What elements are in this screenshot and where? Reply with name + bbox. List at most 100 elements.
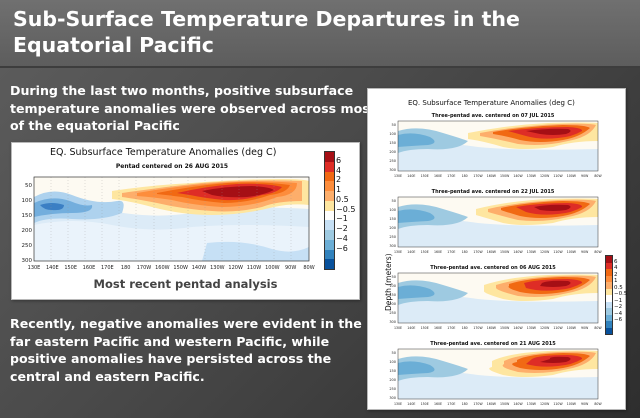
pentad-x-tick-label: 150E — [421, 402, 429, 406]
colorbar-swatch — [606, 288, 612, 295]
pentad-anomaly-section: 50 100 150 200 250 300 130E 140E 150E 160E 170E 180… — [389, 272, 602, 330]
colorbar-label: −4 — [336, 233, 348, 243]
colorbar-label: −4 — [614, 310, 623, 317]
pentad-x-tick-label: 100W — [567, 402, 577, 406]
pentad-x-tick-label: 170E — [447, 174, 455, 178]
pentad-x-tick-label: 160E — [434, 250, 442, 254]
pentad-y-tick-label: 200 — [389, 226, 396, 230]
main-plot-title: EQ. Subsurface Temperature Anomalies (de… — [50, 147, 277, 158]
colorbar-swatch — [606, 269, 612, 276]
pentad-x-tick-label: 80W — [594, 250, 602, 254]
colorbar-label: −6 — [614, 317, 623, 323]
pentad-y-tick-label: 200 — [389, 150, 396, 154]
pentad-anomaly-section: 50 100 150 200 250 300 130E 140E 150E 160E 170E 180… — [389, 348, 602, 406]
main-y-tick-label: 150 — [22, 213, 33, 219]
colorbar-label: −6 — [336, 243, 348, 253]
pentad-x-tick-label: 90W — [581, 402, 589, 406]
colorbar-swatch — [325, 152, 334, 162]
colorbar-label: 4 — [614, 265, 618, 271]
pentad-x-tick-label: 150E — [421, 174, 429, 178]
colorbar-label: 6 — [614, 258, 618, 265]
main-plot-card: EQ. Subsurface Temperature Anomalies (de… — [11, 142, 360, 300]
slide-title: Sub-Surface Temperature Departures in th… — [13, 7, 520, 57]
pentad-x-tick-label: 160W — [487, 174, 497, 178]
main-x-tick-label: 150E — [64, 265, 77, 271]
pentad-x-tick-label: 120W — [540, 402, 550, 406]
pentad-x-tick-label: 140E — [407, 326, 415, 330]
main-x-tick-label: 160E — [83, 265, 96, 271]
colorbar-swatch — [606, 327, 612, 334]
main-plot-caption: Most recent pentad analysis — [93, 277, 278, 291]
colorbar-label: 1 — [336, 185, 342, 194]
pentad-x-tick-label: 80W — [594, 326, 602, 330]
pentad-x-tick-label: 150E — [421, 250, 429, 254]
main-x-tick-label: 150W — [173, 265, 188, 271]
main-x-tick-label: 120W — [228, 265, 243, 271]
side-colorbar — [605, 255, 613, 335]
colorbar-swatch — [325, 249, 334, 260]
pentad-x-tick-label: 150W — [500, 402, 510, 406]
pentad-x-tick-label: 170E — [447, 326, 455, 330]
pentad-x-tick-label: 170E — [447, 250, 455, 254]
colorbar-swatch — [606, 321, 612, 328]
pentad-x-tick-label: 170W — [473, 250, 483, 254]
pentad-x-tick-label: 140E — [407, 174, 415, 178]
pentad-y-tick-label: 150 — [389, 369, 396, 373]
colorbar-label: −2 — [336, 224, 348, 233]
main-x-tick-label: 170W — [137, 265, 152, 271]
pentad-x-tick-label: 170W — [473, 326, 483, 330]
colorbar-swatch — [325, 210, 334, 221]
main-x-tick-label: 90W — [285, 265, 296, 271]
main-x-tick-label: 130W — [210, 265, 225, 271]
pentad-x-tick-label: 80W — [594, 402, 602, 406]
colorbar-swatch — [325, 181, 334, 191]
pentad-x-tick-label: 90W — [581, 250, 589, 254]
pentad-x-tick-label: 90W — [581, 326, 589, 330]
pentad-y-tick-label: 100 — [389, 360, 396, 364]
colorbar-swatch — [606, 282, 612, 289]
pentad-x-tick-label: 100W — [567, 250, 577, 254]
title-band — [0, 0, 640, 68]
pentad-y-tick-label: 150 — [389, 293, 396, 297]
pentad-x-tick-label: 100W — [567, 174, 577, 178]
pentad-x-tick-label: 90W — [581, 174, 589, 178]
colorbar-label: −1 — [614, 297, 623, 304]
main-x-tick-label: 180 — [121, 265, 131, 271]
pentad-x-tick-label: 180 — [462, 402, 468, 406]
main-y-tick-label: 50 — [25, 183, 32, 189]
pentad-y-tick-label: 200 — [389, 302, 396, 306]
colorbar-swatch — [325, 200, 334, 211]
main-x-tick-label: 130E — [28, 265, 41, 271]
pentad-y-tick-label: 50 — [392, 123, 396, 127]
pentad-y-tick-label: 300 — [389, 396, 396, 400]
colorbar-swatch — [325, 161, 334, 172]
pentad-y-tick-label: 150 — [389, 217, 396, 221]
pentad-y-tick-label: 250 — [389, 235, 396, 239]
colorbar-label: 6 — [336, 155, 342, 165]
main-x-tick-label: 140E — [46, 265, 59, 271]
colorbar-swatch — [325, 191, 334, 201]
pentad-y-tick-label: 300 — [389, 168, 396, 172]
main-y-tick-label: 200 — [22, 228, 33, 234]
colorbar-swatch — [606, 262, 612, 269]
pentad-x-tick-label: 170W — [473, 402, 483, 406]
colorbar-label: −0.5 — [336, 204, 356, 214]
main-anomaly-section: 50 100 150 200 250 300 130E 140E 150E 160E 170E 18… — [22, 176, 315, 271]
colorbar-swatch — [325, 230, 334, 240]
main-x-tick-label: 100W — [265, 265, 280, 271]
colorbar-swatch — [606, 256, 612, 263]
paragraph-intro: During the last two months, positive sub… — [10, 83, 376, 133]
colorbar-swatch — [325, 259, 334, 269]
main-y-tick-label: 100 — [22, 198, 33, 204]
paragraph-summary: Recently, negative anomalies were eviden… — [10, 316, 362, 384]
pentad-x-tick-label: 160E — [434, 402, 442, 406]
pentad-y-tick-label: 100 — [389, 132, 396, 136]
colorbar-swatch — [325, 171, 334, 182]
pentad-x-tick-label: 150E — [421, 326, 429, 330]
main-x-tick-label: 80W — [303, 265, 314, 271]
pentad-x-tick-label: 100W — [567, 326, 577, 330]
pentad-x-tick-label: 120W — [540, 326, 550, 330]
pentad-x-tick-label: 180 — [462, 174, 468, 178]
pentad-panel-subtitle: Three-pentad ave. centered on 06 AUG 201… — [430, 265, 556, 271]
pentad-y-tick-label: 300 — [389, 244, 396, 248]
